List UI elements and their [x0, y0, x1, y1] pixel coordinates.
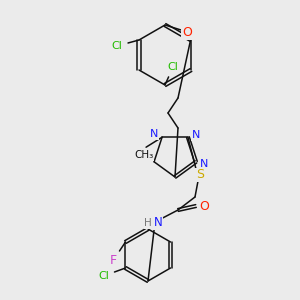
Text: Cl: Cl [168, 62, 178, 72]
Text: N: N [150, 129, 158, 139]
Text: F: F [110, 254, 117, 266]
Text: N: N [192, 130, 200, 140]
Text: S: S [196, 169, 204, 182]
Text: O: O [182, 26, 192, 40]
Text: CH₃: CH₃ [134, 150, 154, 160]
Text: O: O [199, 200, 209, 212]
Text: N: N [200, 159, 208, 169]
Text: Cl: Cl [98, 271, 109, 281]
Text: Cl: Cl [112, 41, 122, 51]
Text: H: H [144, 218, 152, 228]
Text: N: N [154, 217, 162, 230]
